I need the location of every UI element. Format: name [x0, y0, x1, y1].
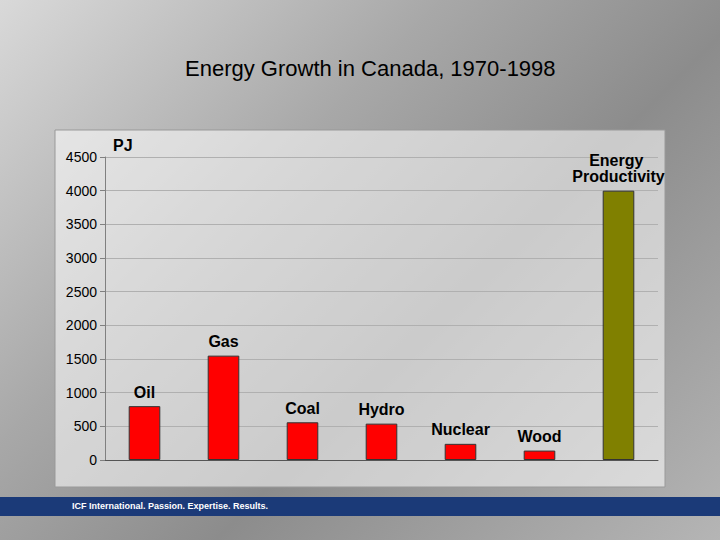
svg-text:3000: 3000 [66, 250, 97, 266]
svg-text:ICF International. Passion. Ex: ICF International. Passion. Expertise. R… [72, 501, 268, 511]
svg-text:Coal: Coal [285, 400, 320, 417]
svg-text:2000: 2000 [66, 317, 97, 333]
svg-text:Gas: Gas [208, 333, 238, 350]
svg-text:500: 500 [74, 418, 98, 434]
svg-text:3500: 3500 [66, 216, 97, 232]
svg-text:Nuclear: Nuclear [431, 421, 490, 438]
svg-text:2500: 2500 [66, 284, 97, 300]
svg-text:Wood: Wood [517, 428, 561, 445]
svg-text:Productivity: Productivity [572, 168, 665, 185]
svg-text:Hydro: Hydro [358, 401, 404, 418]
svg-text:4000: 4000 [66, 183, 97, 199]
svg-text:Energy: Energy [589, 152, 648, 169]
svg-text:Oil: Oil [134, 384, 155, 401]
svg-text:0: 0 [89, 452, 97, 468]
svg-text:1000: 1000 [66, 385, 97, 401]
svg-text:4500: 4500 [66, 149, 97, 165]
svg-text:Energy Growth in Canada, 1970-: Energy Growth in Canada, 1970-1998 [185, 56, 556, 81]
svg-text:1500: 1500 [66, 351, 97, 367]
svg-text:PJ: PJ [113, 137, 133, 154]
